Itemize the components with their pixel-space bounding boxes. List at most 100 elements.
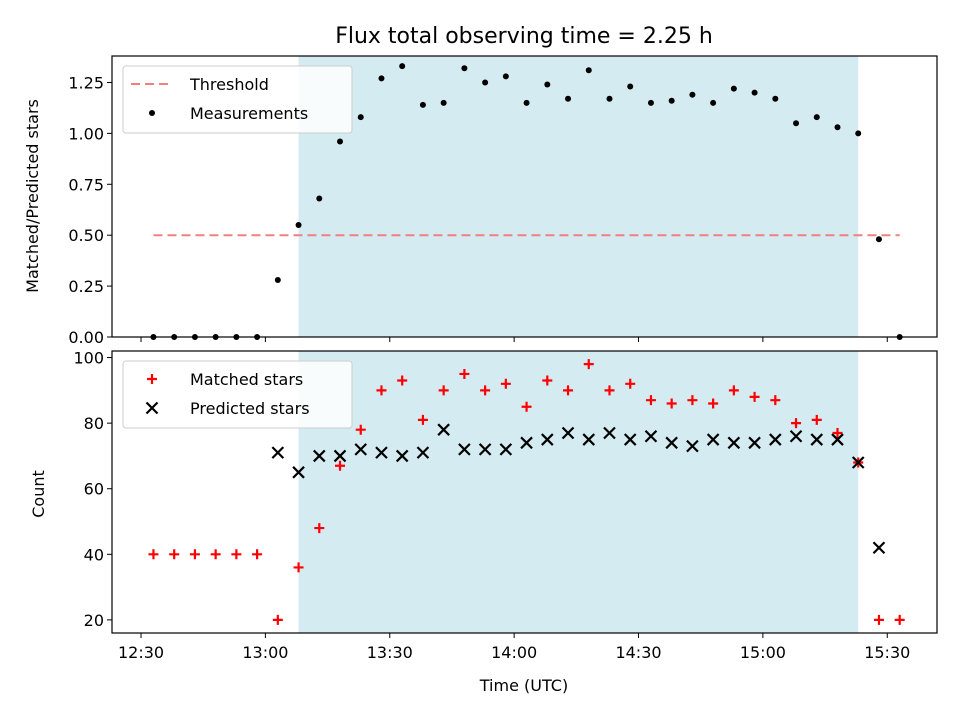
legend-measurement-swatch [149,110,155,116]
matched-stars-point [335,460,346,471]
axes-frame [111,55,938,338]
predicted-stars-point [375,446,388,459]
y-tick-label: 100 [73,349,104,368]
measurement-point [295,222,302,229]
matched-stars-point [604,385,615,396]
measurement-point [689,91,696,98]
matched-stars-point [438,385,449,396]
x-tick-label: 12:30 [118,643,164,662]
predicted-stars-point [541,433,554,446]
matched-stars-point [459,368,470,379]
measurement-point [482,79,489,86]
matched-stars-point [770,395,781,406]
legend-predicted-swatch [145,401,159,415]
matched-stars-point [148,549,159,560]
predicted-stars-point [872,541,886,555]
x-tick-label: 13:00 [242,643,288,662]
x-tick-label: 15:30 [864,643,910,662]
y-tick-label: 40 [84,545,104,564]
measurement-point [337,138,344,145]
x-tick-label: 15:00 [740,643,786,662]
x-tick-label: 14:30 [615,643,661,662]
measurement-point [730,85,737,92]
measurement-point [378,75,385,82]
measurement-point [751,89,758,96]
measurement-point [565,95,572,102]
predicted-stars-point [810,433,824,446]
predicted-stars-point [727,436,741,450]
matched-stars-point [791,418,802,429]
axes-frame [111,350,938,634]
x-axis-label: Time (UTC) [479,676,568,695]
matched-stars-point [749,391,760,402]
y-tick-label: 0.25 [68,277,104,296]
measurement-point [627,83,634,90]
predicted-stars-point [313,449,326,463]
predicted-stars-point [831,433,844,446]
matched-stars-point [231,549,242,560]
shaded-interval [298,56,859,337]
measurement-point [647,99,654,106]
matched-stars-point [873,614,884,625]
measurement-point [440,99,447,106]
matched-stars-point [583,359,594,370]
legend-label: Predicted stars [190,399,310,418]
matched-stars-point [625,378,636,389]
measurement-point [834,124,841,131]
predicted-stars-point [561,426,575,440]
y-tick-label: 0.50 [68,226,104,245]
predicted-stars-point [706,433,720,446]
matched-stars-point [314,523,325,534]
matched-stars-point [252,549,263,560]
legend-matched-swatch [147,374,157,384]
matched-stars-point [417,414,428,425]
measurement-point [316,195,323,202]
y-tick-label: 80 [84,414,104,433]
predicted-stars-point [478,443,492,456]
matched-stars-point [272,614,283,625]
matched-stars-point [687,395,698,406]
measurement-point [461,65,468,72]
predicted-stars-point [416,446,430,459]
matched-stars-point [563,385,574,396]
predicted-stars-point [271,446,285,459]
measurement-point [419,101,426,108]
x-tick-label: 14:00 [491,643,537,662]
legend-label: Threshold [189,75,269,94]
top-y-axis-label: Matched/Predicted stars [23,99,42,293]
predicted-stars-point [333,449,347,463]
y-tick-label: 1.00 [68,124,104,143]
predicted-stars-point [520,436,533,450]
matched-stars-point [708,398,719,409]
measurement-point [772,95,779,102]
measurement-point [668,97,675,104]
shaded-interval [298,351,859,633]
predicted-stars-point [292,466,305,479]
measurement-point [793,120,800,127]
predicted-stars-point [789,429,803,443]
measurement-point [606,95,613,102]
predicted-stars-point [499,443,513,456]
predicted-stars-point [665,436,678,450]
matched-stars-point [832,427,843,438]
measurement-point [813,114,820,121]
predicted-stars-point [603,426,616,440]
legend-label: Measurements [190,104,308,123]
measurement-point [523,99,530,106]
matched-stars-point [210,549,221,560]
matched-stars-point [397,375,408,386]
bottom-panel: 20 40 60 80 100 12:30 13:00 13:30 14:00 14:30 15:0… [73,349,938,662]
measurement-point [855,130,862,137]
y-tick-label: 0.00 [68,328,104,347]
predicted-stars-point [623,433,637,446]
measurement-point [875,236,882,243]
matched-stars-point [811,414,822,425]
matched-stars-point [293,562,304,573]
measurement-point [585,67,592,74]
predicted-stars-point [395,449,409,463]
y-tick-label: 60 [84,480,104,499]
matched-stars-point [542,375,553,386]
y-tick-label: 20 [84,611,104,630]
matched-stars-point [189,549,200,560]
